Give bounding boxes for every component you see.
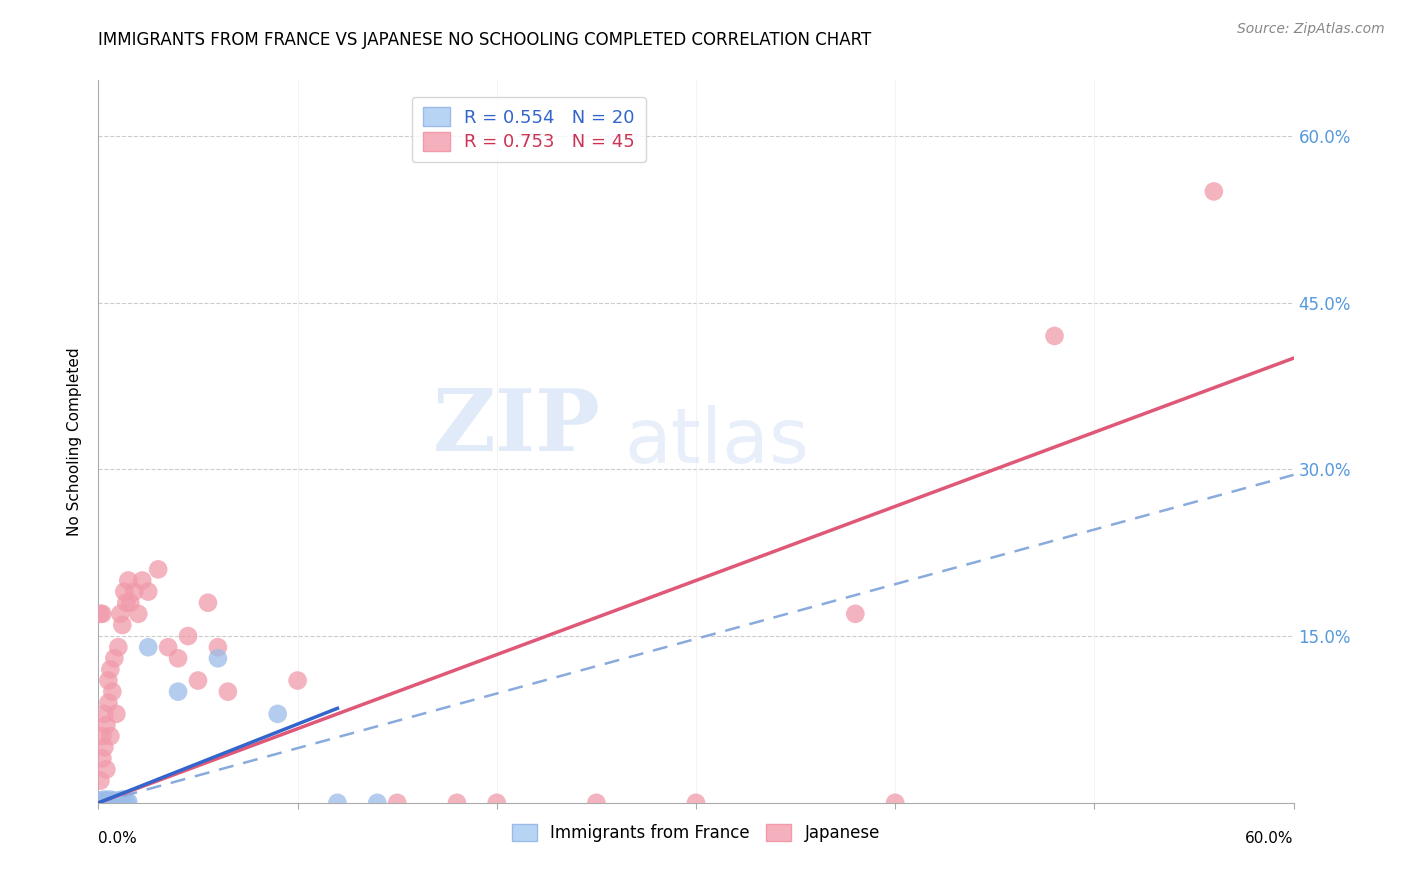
Point [112, 584, 135, 599]
Point [127, 607, 149, 621]
Point [96, 763, 118, 777]
Point [131, 574, 153, 588]
Point [1043, 329, 1066, 343]
Point [97, 673, 120, 688]
Point [111, 618, 134, 632]
Point [207, 640, 229, 655]
Point [1202, 185, 1225, 199]
Point [685, 796, 707, 810]
Point [148, 562, 170, 576]
Point [107, 640, 129, 655]
Point [91, 729, 114, 743]
Text: ZIP: ZIP [433, 385, 600, 469]
Point [110, 795, 132, 809]
Point [98, 729, 122, 743]
Point [120, 596, 142, 610]
Point [98, 662, 122, 676]
Text: Source: ZipAtlas.com: Source: ZipAtlas.com [1237, 22, 1385, 37]
Point [101, 684, 124, 698]
Point [89, 773, 111, 788]
Point [105, 795, 128, 809]
Point [96, 794, 118, 808]
Point [97, 696, 120, 710]
Point [103, 794, 125, 808]
Point [117, 574, 139, 588]
Point [136, 584, 159, 599]
Point [385, 796, 409, 810]
Point [207, 651, 229, 665]
Point [89, 794, 111, 808]
Point [167, 651, 190, 665]
Point [103, 651, 125, 665]
Point [105, 706, 128, 721]
Point [93, 792, 115, 806]
Point [91, 795, 114, 809]
Point [110, 607, 132, 621]
Y-axis label: No Schooling Completed: No Schooling Completed [67, 347, 83, 536]
Point [97, 795, 120, 809]
Point [91, 607, 114, 621]
Point [267, 706, 290, 721]
Point [98, 792, 122, 806]
Point [96, 718, 118, 732]
Point [485, 796, 508, 810]
Point [187, 673, 209, 688]
Point [124, 584, 146, 599]
Point [197, 596, 219, 610]
Text: 0.0%: 0.0% [98, 830, 138, 846]
Point [157, 640, 180, 655]
Point [93, 740, 115, 755]
Point [115, 795, 138, 809]
Point [89, 607, 111, 621]
Point [446, 796, 468, 810]
Text: IMMIGRANTS FROM FRANCE VS JAPANESE NO SCHOOLING COMPLETED CORRELATION CHART: IMMIGRANTS FROM FRANCE VS JAPANESE NO SC… [98, 31, 872, 49]
Point [366, 796, 388, 810]
Point [111, 792, 134, 806]
Point [287, 673, 309, 688]
Point [844, 607, 866, 621]
Point [115, 596, 138, 610]
Legend: Immigrants from France, Japanese: Immigrants from France, Japanese [505, 817, 887, 848]
Point [101, 795, 124, 809]
Text: atlas: atlas [624, 405, 808, 478]
Point [167, 684, 190, 698]
Point [93, 706, 115, 721]
Text: 60.0%: 60.0% [1246, 830, 1294, 846]
Point [91, 751, 114, 765]
Point [585, 796, 607, 810]
Point [107, 794, 129, 808]
Point [217, 684, 239, 698]
Point [326, 796, 349, 810]
Point [884, 796, 907, 810]
Point [117, 795, 139, 809]
Point [136, 640, 159, 655]
Point [177, 629, 200, 643]
